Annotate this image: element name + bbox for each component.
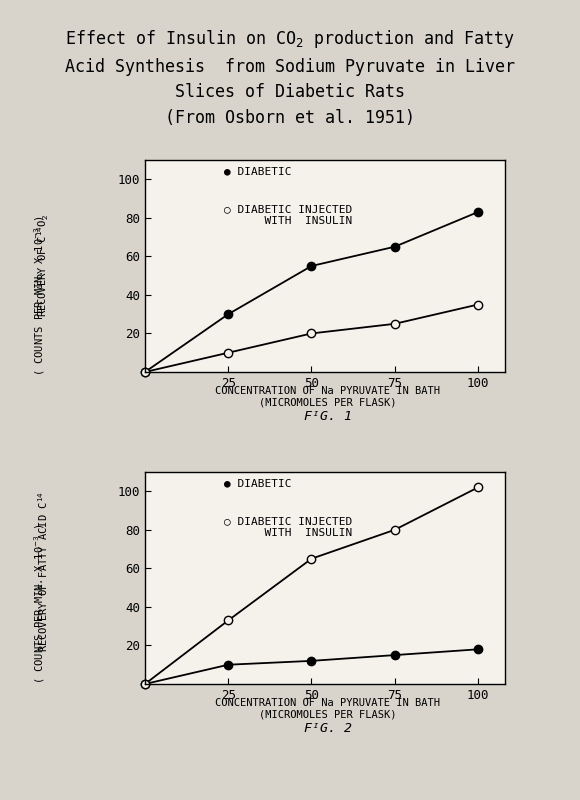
Text: ● DIABETIC: ● DIABETIC bbox=[224, 166, 292, 176]
Text: ● DIABETIC: ● DIABETIC bbox=[224, 478, 292, 488]
Text: ( COUNTS PER MIN. X 10$^{-3}$ ): ( COUNTS PER MIN. X 10$^{-3}$ ) bbox=[32, 215, 47, 377]
Text: RECOVERY OF C$^{14}$O$_2$: RECOVERY OF C$^{14}$O$_2$ bbox=[36, 214, 51, 317]
Text: Effect of Insulin on CO$_2$ production and Fatty
Acid Synthesis  from Sodium Pyr: Effect of Insulin on CO$_2$ production a… bbox=[65, 28, 515, 127]
Text: ○ DIABETIC INJECTED
      WITH  INSULIN: ○ DIABETIC INJECTED WITH INSULIN bbox=[224, 205, 353, 226]
Text: ( COUNTS PER MIN. X 10$^{-3}$ ): ( COUNTS PER MIN. X 10$^{-3}$ ) bbox=[32, 523, 47, 685]
Text: (MICROMOLES PER FLASK): (MICROMOLES PER FLASK) bbox=[259, 398, 397, 408]
Text: CONCENTRATION OF Na PYRUVATE IN BATH: CONCENTRATION OF Na PYRUVATE IN BATH bbox=[215, 698, 440, 707]
Text: FᴵG. 2: FᴵG. 2 bbox=[304, 722, 351, 735]
Text: RECOVERY OF FATTY ACID C$^{14}$: RECOVERY OF FATTY ACID C$^{14}$ bbox=[37, 491, 50, 653]
Text: (MICROMOLES PER FLASK): (MICROMOLES PER FLASK) bbox=[259, 710, 397, 720]
Text: CONCENTRATION OF Na PYRUVATE IN BATH: CONCENTRATION OF Na PYRUVATE IN BATH bbox=[215, 386, 440, 395]
Text: ○ DIABETIC INJECTED
      WITH  INSULIN: ○ DIABETIC INJECTED WITH INSULIN bbox=[224, 517, 353, 538]
Text: FᴵG. 1: FᴵG. 1 bbox=[304, 410, 351, 423]
